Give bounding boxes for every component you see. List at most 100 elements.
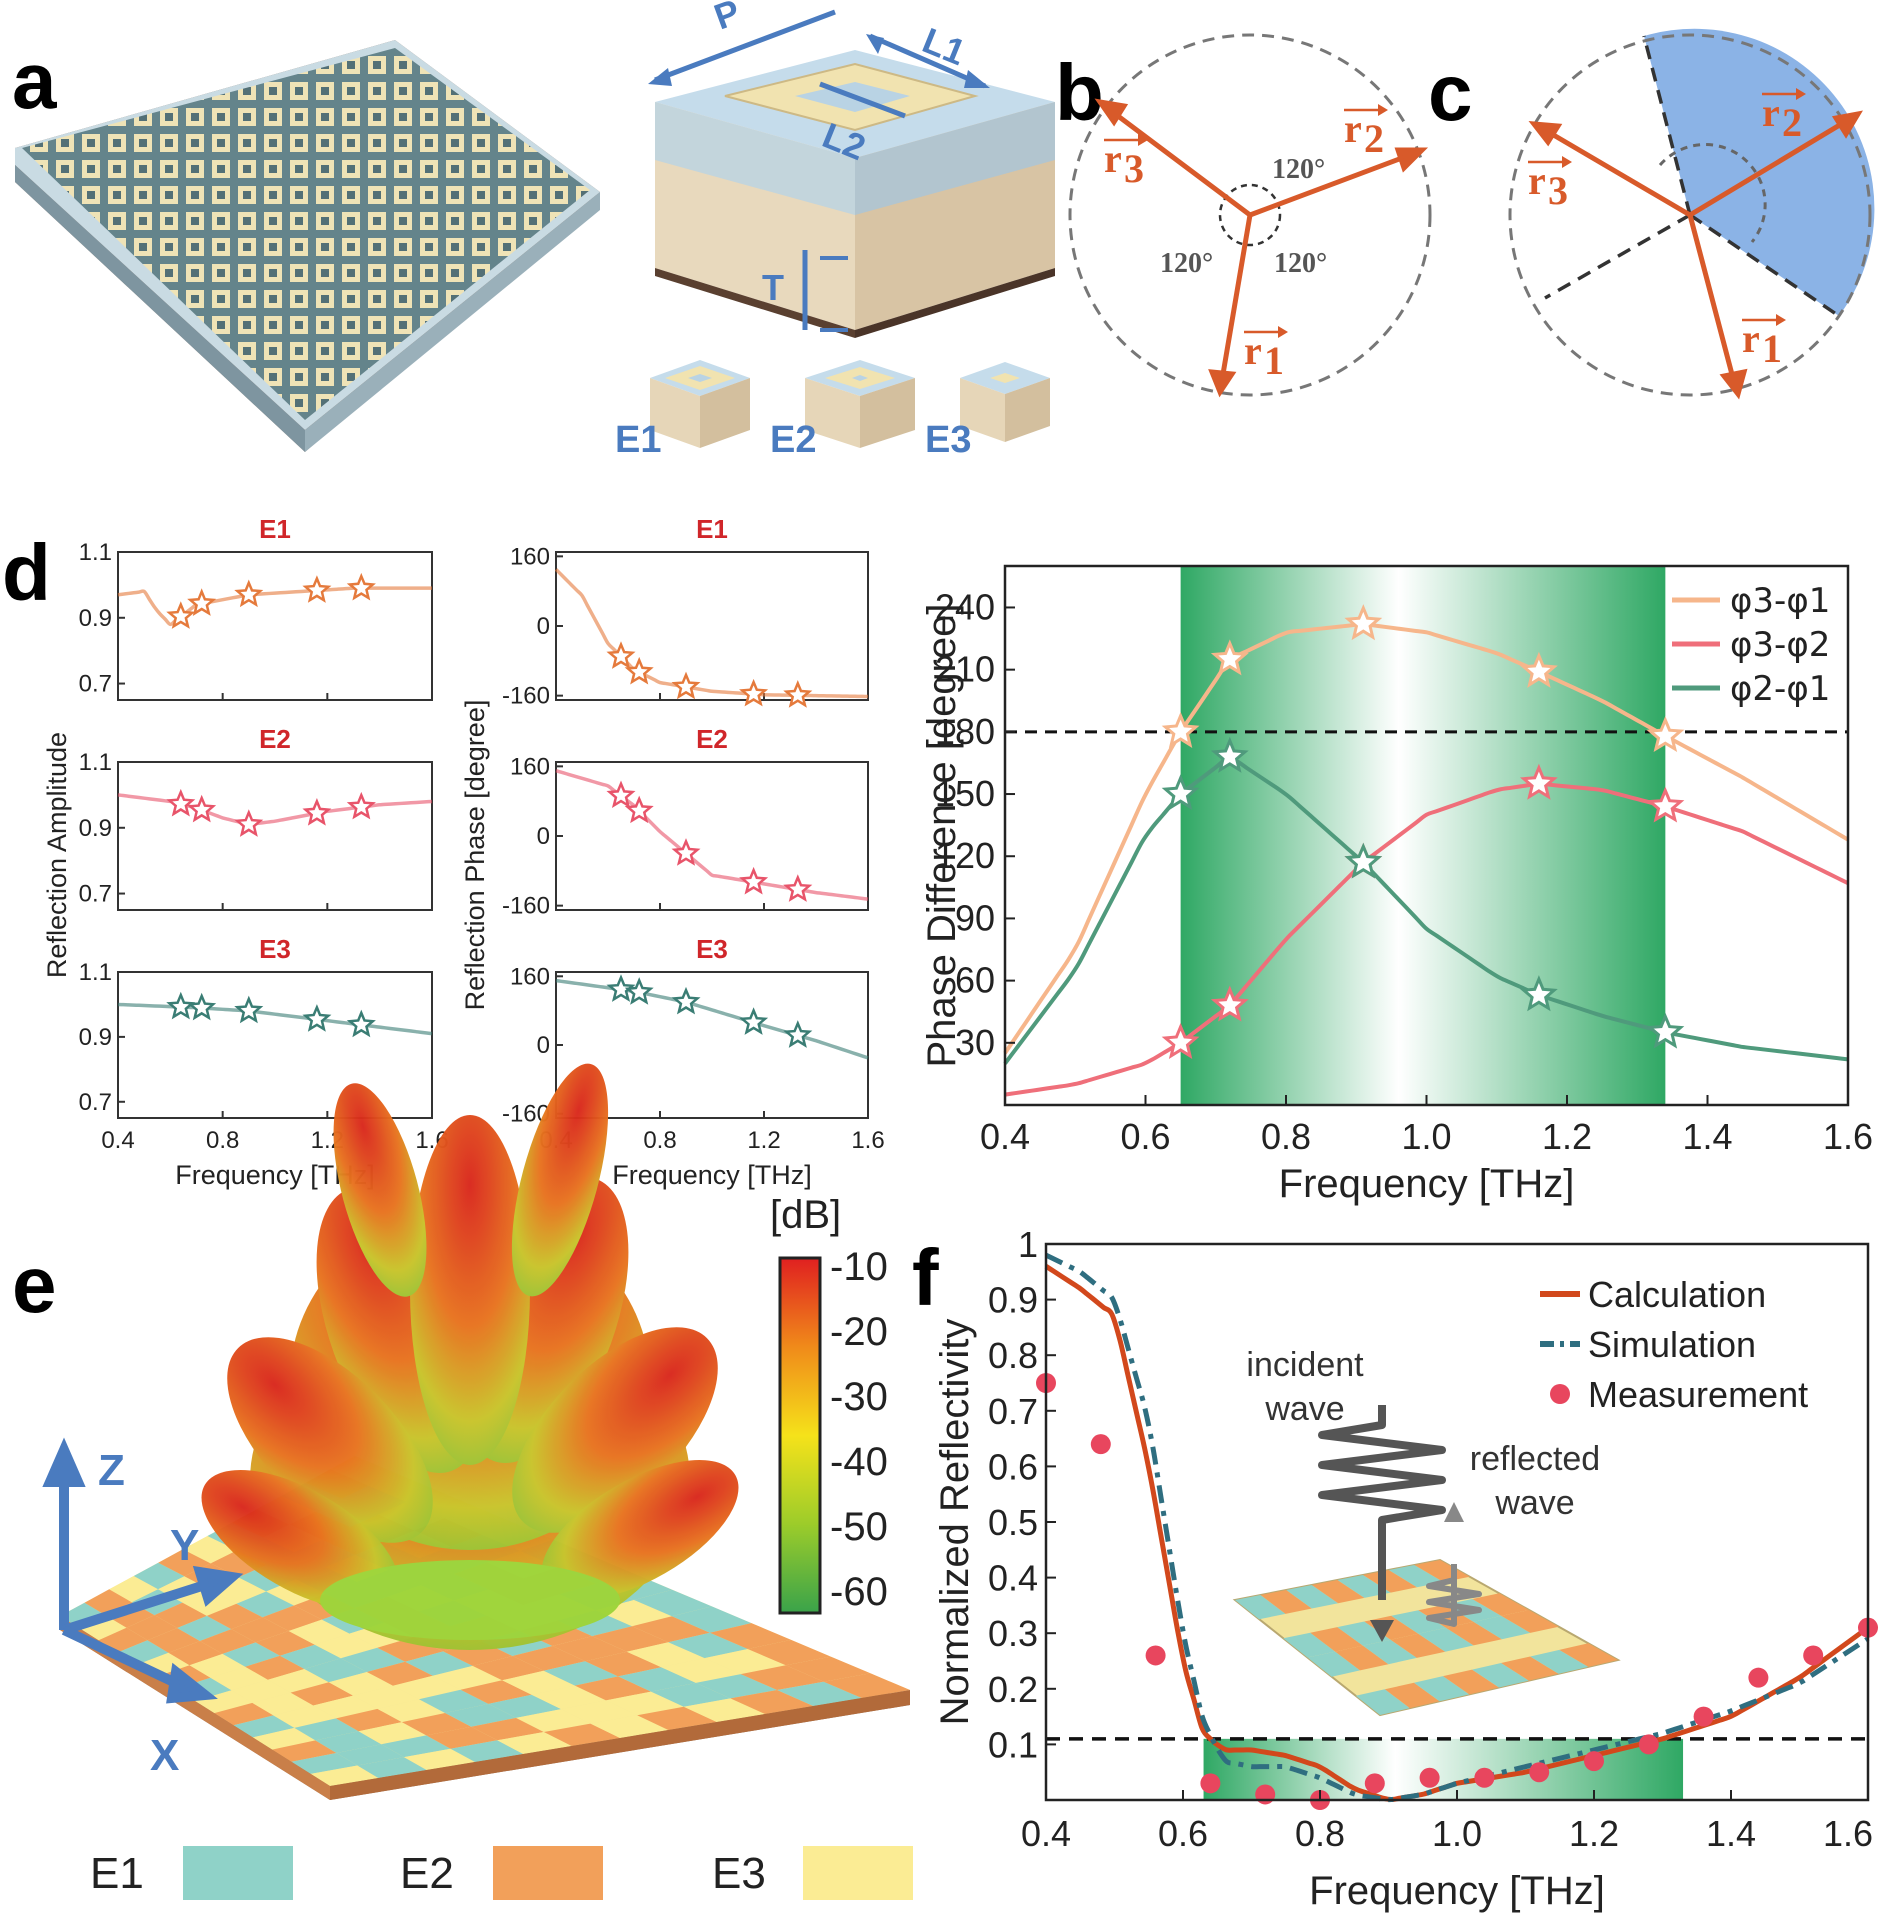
svg-text:E1: E1 (615, 419, 661, 461)
data-star (302, 575, 332, 603)
inset-label: wave (1494, 1484, 1574, 1522)
y-tick-label: -160 (502, 893, 550, 920)
svg-text:r: r (1104, 136, 1122, 181)
plot-frame (555, 971, 869, 1119)
data-star (1646, 786, 1685, 823)
y-tick-label: 0.8 (988, 1335, 1038, 1376)
reflected-arrowhead (1444, 1502, 1464, 1522)
board-tile (450, 1740, 524, 1762)
board-tile (126, 1615, 178, 1641)
x-tick-label: 1.6 (1823, 1116, 1873, 1157)
metasurface-board (60, 1456, 910, 1800)
svg-text:2: 2 (1364, 116, 1384, 161)
board-tile (314, 1633, 378, 1659)
data-star (187, 794, 217, 823)
data-star (739, 866, 769, 895)
board-tile (393, 1675, 461, 1700)
data-star (187, 992, 217, 1021)
board-tile (472, 1656, 544, 1681)
element-E1: E1 (615, 360, 750, 461)
y-tick-label: 240 (935, 586, 995, 627)
small-plot-E2-amp: E2 1.1 0.9 0.7 (79, 724, 433, 911)
measurement-point (1693, 1706, 1714, 1727)
y-tick-label: 0.7 (79, 671, 112, 698)
y-tick-label: 0.7 (988, 1391, 1038, 1432)
measurement-point (1419, 1767, 1440, 1788)
x-tick-label: 1.2 (747, 1127, 780, 1154)
angle-label: 120° (1272, 154, 1325, 185)
inset-tile (1337, 1575, 1391, 1598)
y-tick-label: 0.9 (79, 815, 112, 842)
measurement-point (1090, 1434, 1111, 1455)
board-tile (574, 1676, 651, 1701)
svg-text:r: r (1344, 106, 1362, 151)
board-tile (632, 1616, 710, 1643)
panel-label-f: f (912, 1233, 939, 1322)
board-tile (683, 1698, 765, 1722)
x-tick-label: 0.6 (1120, 1116, 1170, 1157)
y-tick-label: 1.1 (79, 749, 112, 776)
board-tile (405, 1651, 473, 1676)
inset-tile (1472, 1593, 1529, 1616)
measurement-point (1584, 1751, 1604, 1772)
small-plot-E2-phase: E2 160 0 -160 (502, 724, 869, 920)
inset-label: reflected (1470, 1440, 1600, 1478)
board-tile (310, 1765, 379, 1786)
board-tile (785, 1656, 871, 1682)
board-tile (516, 1709, 591, 1732)
board-tile (210, 1666, 268, 1691)
colorbar-tick: -20 (830, 1310, 888, 1354)
plot-title: E3 (259, 934, 291, 964)
plot-frame (555, 551, 869, 701)
y-tick-label: 160 (510, 753, 550, 780)
inset-tile (1388, 1565, 1444, 1588)
dim-P: P (709, 0, 746, 38)
y-axis-label: Phase Difference [degree] (920, 603, 964, 1067)
board-tile (377, 1637, 444, 1662)
data-star (1646, 1012, 1685, 1049)
board-tile (177, 1615, 232, 1641)
board-tile (245, 1655, 305, 1680)
board-tile (626, 1642, 705, 1668)
panel-label-e: e (12, 1240, 57, 1329)
x-tick-label: 1.0 (1432, 1813, 1482, 1854)
board-tile (195, 1690, 253, 1714)
data-star (166, 601, 196, 629)
board-tile (401, 1713, 472, 1736)
svg-text:r: r (1244, 328, 1262, 373)
board-tile (377, 1699, 446, 1723)
svg-text:1: 1 (1264, 338, 1284, 383)
inset-tile (1530, 1649, 1589, 1674)
board-tile (109, 1576, 159, 1603)
vector-r3-b: r 3 (1104, 134, 1148, 191)
element-E3: E3 (925, 362, 1050, 461)
y-tick-label: 0 (537, 613, 550, 640)
board-tile (154, 1602, 207, 1628)
plot-title: E1 (696, 514, 728, 544)
x-tick-label: 0.8 (206, 1127, 239, 1154)
data-star (606, 974, 636, 1002)
board-tile (236, 1591, 294, 1618)
metasurface-array (15, 40, 600, 452)
measurement-point (1529, 1762, 1550, 1783)
svg-text:r: r (1742, 316, 1760, 361)
board-tile (358, 1722, 427, 1745)
data-star (166, 788, 196, 817)
panel-label-a: a (12, 36, 57, 125)
board-tile (823, 1673, 910, 1698)
x-tick-label: 1.2 (1542, 1116, 1592, 1157)
board-tile (304, 1658, 367, 1683)
data-star (346, 791, 376, 820)
small-plots: E1 1.1 0.9 0.7 E1 160 0 -160 E2 1.1 0.9 0.7 E2 160 0 -1… (79, 514, 885, 1190)
colorbar-tick: -30 (830, 1375, 888, 1419)
y-tick-label: 210 (935, 649, 995, 690)
x-tick-label: 1.4 (1706, 1813, 1756, 1854)
data-star (1210, 985, 1249, 1022)
axis-z-label: Z (98, 1446, 125, 1495)
x-tick-label: 0.4 (980, 1116, 1030, 1157)
vector-r2-b: r 2 (1344, 104, 1388, 161)
svg-text:r: r (1528, 158, 1546, 203)
y-tick-label: 1.1 (79, 539, 112, 566)
legend-label: φ3-φ2 (1730, 625, 1830, 665)
data-star (166, 991, 196, 1020)
